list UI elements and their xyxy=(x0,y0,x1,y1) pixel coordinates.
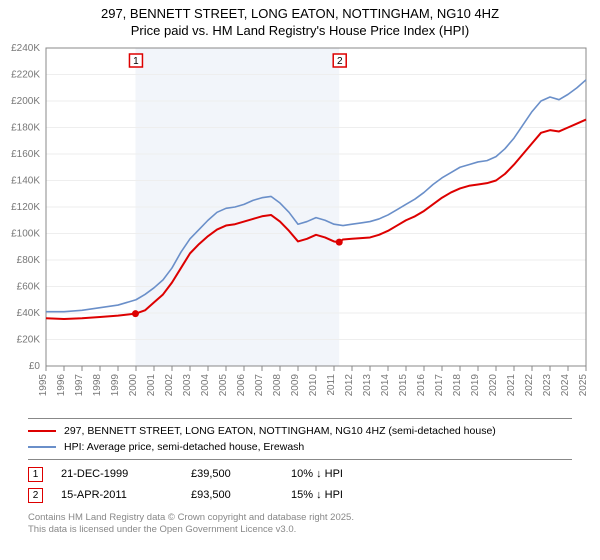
svg-text:2021: 2021 xyxy=(506,373,517,396)
legend-row-hpi: HPI: Average price, semi-detached house,… xyxy=(28,439,572,455)
marker-row: 2 15-APR-2011 £93,500 15% ↓ HPI xyxy=(28,485,572,506)
legend-row-property: 297, BENNETT STREET, LONG EATON, NOTTING… xyxy=(28,423,572,439)
svg-text:1996: 1996 xyxy=(56,373,67,396)
marker-price: £93,500 xyxy=(191,489,291,501)
marker-pct: 15% ↓ HPI xyxy=(291,489,401,501)
svg-text:2022: 2022 xyxy=(524,373,535,396)
attribution-line: Contains HM Land Registry data © Crown c… xyxy=(28,512,572,524)
svg-text:2025: 2025 xyxy=(578,373,589,396)
marker-pct: 10% ↓ HPI xyxy=(291,468,401,480)
price-chart: £0 £20K £40K £60K £80K £100K £120K £140K £160K £1… xyxy=(0,38,600,418)
svg-text:2004: 2004 xyxy=(200,373,211,396)
chart-title-line1: 297, BENNETT STREET, LONG EATON, NOTTING… xyxy=(0,0,600,23)
legend-label: 297, BENNETT STREET, LONG EATON, NOTTING… xyxy=(64,425,496,437)
svg-text:£140K: £140K xyxy=(11,175,40,186)
sale-markers: 1 21-DEC-1999 £39,500 10% ↓ HPI 2 15-APR… xyxy=(28,464,572,506)
svg-text:2: 2 xyxy=(337,56,343,67)
svg-text:1998: 1998 xyxy=(92,373,103,396)
svg-text:£0: £0 xyxy=(29,361,41,372)
marker-date: 15-APR-2011 xyxy=(61,489,191,501)
svg-text:2024: 2024 xyxy=(560,373,571,396)
svg-text:2000: 2000 xyxy=(128,373,139,396)
svg-text:£20K: £20K xyxy=(17,334,41,345)
svg-text:2019: 2019 xyxy=(470,373,481,396)
svg-text:2006: 2006 xyxy=(236,373,247,396)
legend: 297, BENNETT STREET, LONG EATON, NOTTING… xyxy=(28,418,572,460)
marker-price: £39,500 xyxy=(191,468,291,480)
svg-text:2011: 2011 xyxy=(326,373,337,395)
legend-swatch xyxy=(28,446,56,448)
svg-text:2005: 2005 xyxy=(218,373,229,396)
svg-text:1997: 1997 xyxy=(74,373,85,396)
legend-swatch xyxy=(28,430,56,432)
svg-text:2009: 2009 xyxy=(290,373,301,396)
svg-text:2020: 2020 xyxy=(488,373,499,396)
svg-text:2012: 2012 xyxy=(344,373,355,396)
svg-text:2002: 2002 xyxy=(164,373,175,396)
chart-title-line2: Price paid vs. HM Land Registry's House … xyxy=(0,23,600,38)
marker-box-icon: 1 xyxy=(28,467,43,482)
svg-text:1995: 1995 xyxy=(38,373,49,396)
svg-text:2017: 2017 xyxy=(434,373,445,396)
svg-text:2014: 2014 xyxy=(380,373,391,396)
svg-text:£180K: £180K xyxy=(11,122,40,133)
svg-text:2018: 2018 xyxy=(452,373,463,396)
svg-text:£120K: £120K xyxy=(11,202,40,213)
svg-text:1999: 1999 xyxy=(110,373,121,396)
marker-row: 1 21-DEC-1999 £39,500 10% ↓ HPI xyxy=(28,464,572,485)
svg-text:£160K: £160K xyxy=(11,149,40,160)
svg-text:£40K: £40K xyxy=(17,308,41,319)
marker-date: 21-DEC-1999 xyxy=(61,468,191,480)
attribution-line: This data is licensed under the Open Gov… xyxy=(28,524,572,536)
svg-text:1: 1 xyxy=(133,56,139,67)
svg-text:2013: 2013 xyxy=(362,373,373,396)
svg-text:£100K: £100K xyxy=(11,228,40,239)
svg-text:2015: 2015 xyxy=(398,373,409,396)
svg-text:£80K: £80K xyxy=(17,255,41,266)
svg-text:£60K: £60K xyxy=(17,281,41,292)
svg-text:£240K: £240K xyxy=(11,43,40,54)
svg-text:2010: 2010 xyxy=(308,373,319,396)
svg-text:2003: 2003 xyxy=(182,373,193,396)
svg-text:2001: 2001 xyxy=(146,373,157,396)
legend-label: HPI: Average price, semi-detached house,… xyxy=(64,441,304,453)
svg-text:£220K: £220K xyxy=(11,69,40,80)
svg-text:2023: 2023 xyxy=(542,373,553,396)
svg-text:2008: 2008 xyxy=(272,373,283,396)
svg-text:2016: 2016 xyxy=(416,373,427,396)
marker-box-icon: 2 xyxy=(28,488,43,503)
attribution: Contains HM Land Registry data © Crown c… xyxy=(28,512,572,537)
svg-text:£200K: £200K xyxy=(11,96,40,107)
svg-text:2007: 2007 xyxy=(254,373,265,396)
